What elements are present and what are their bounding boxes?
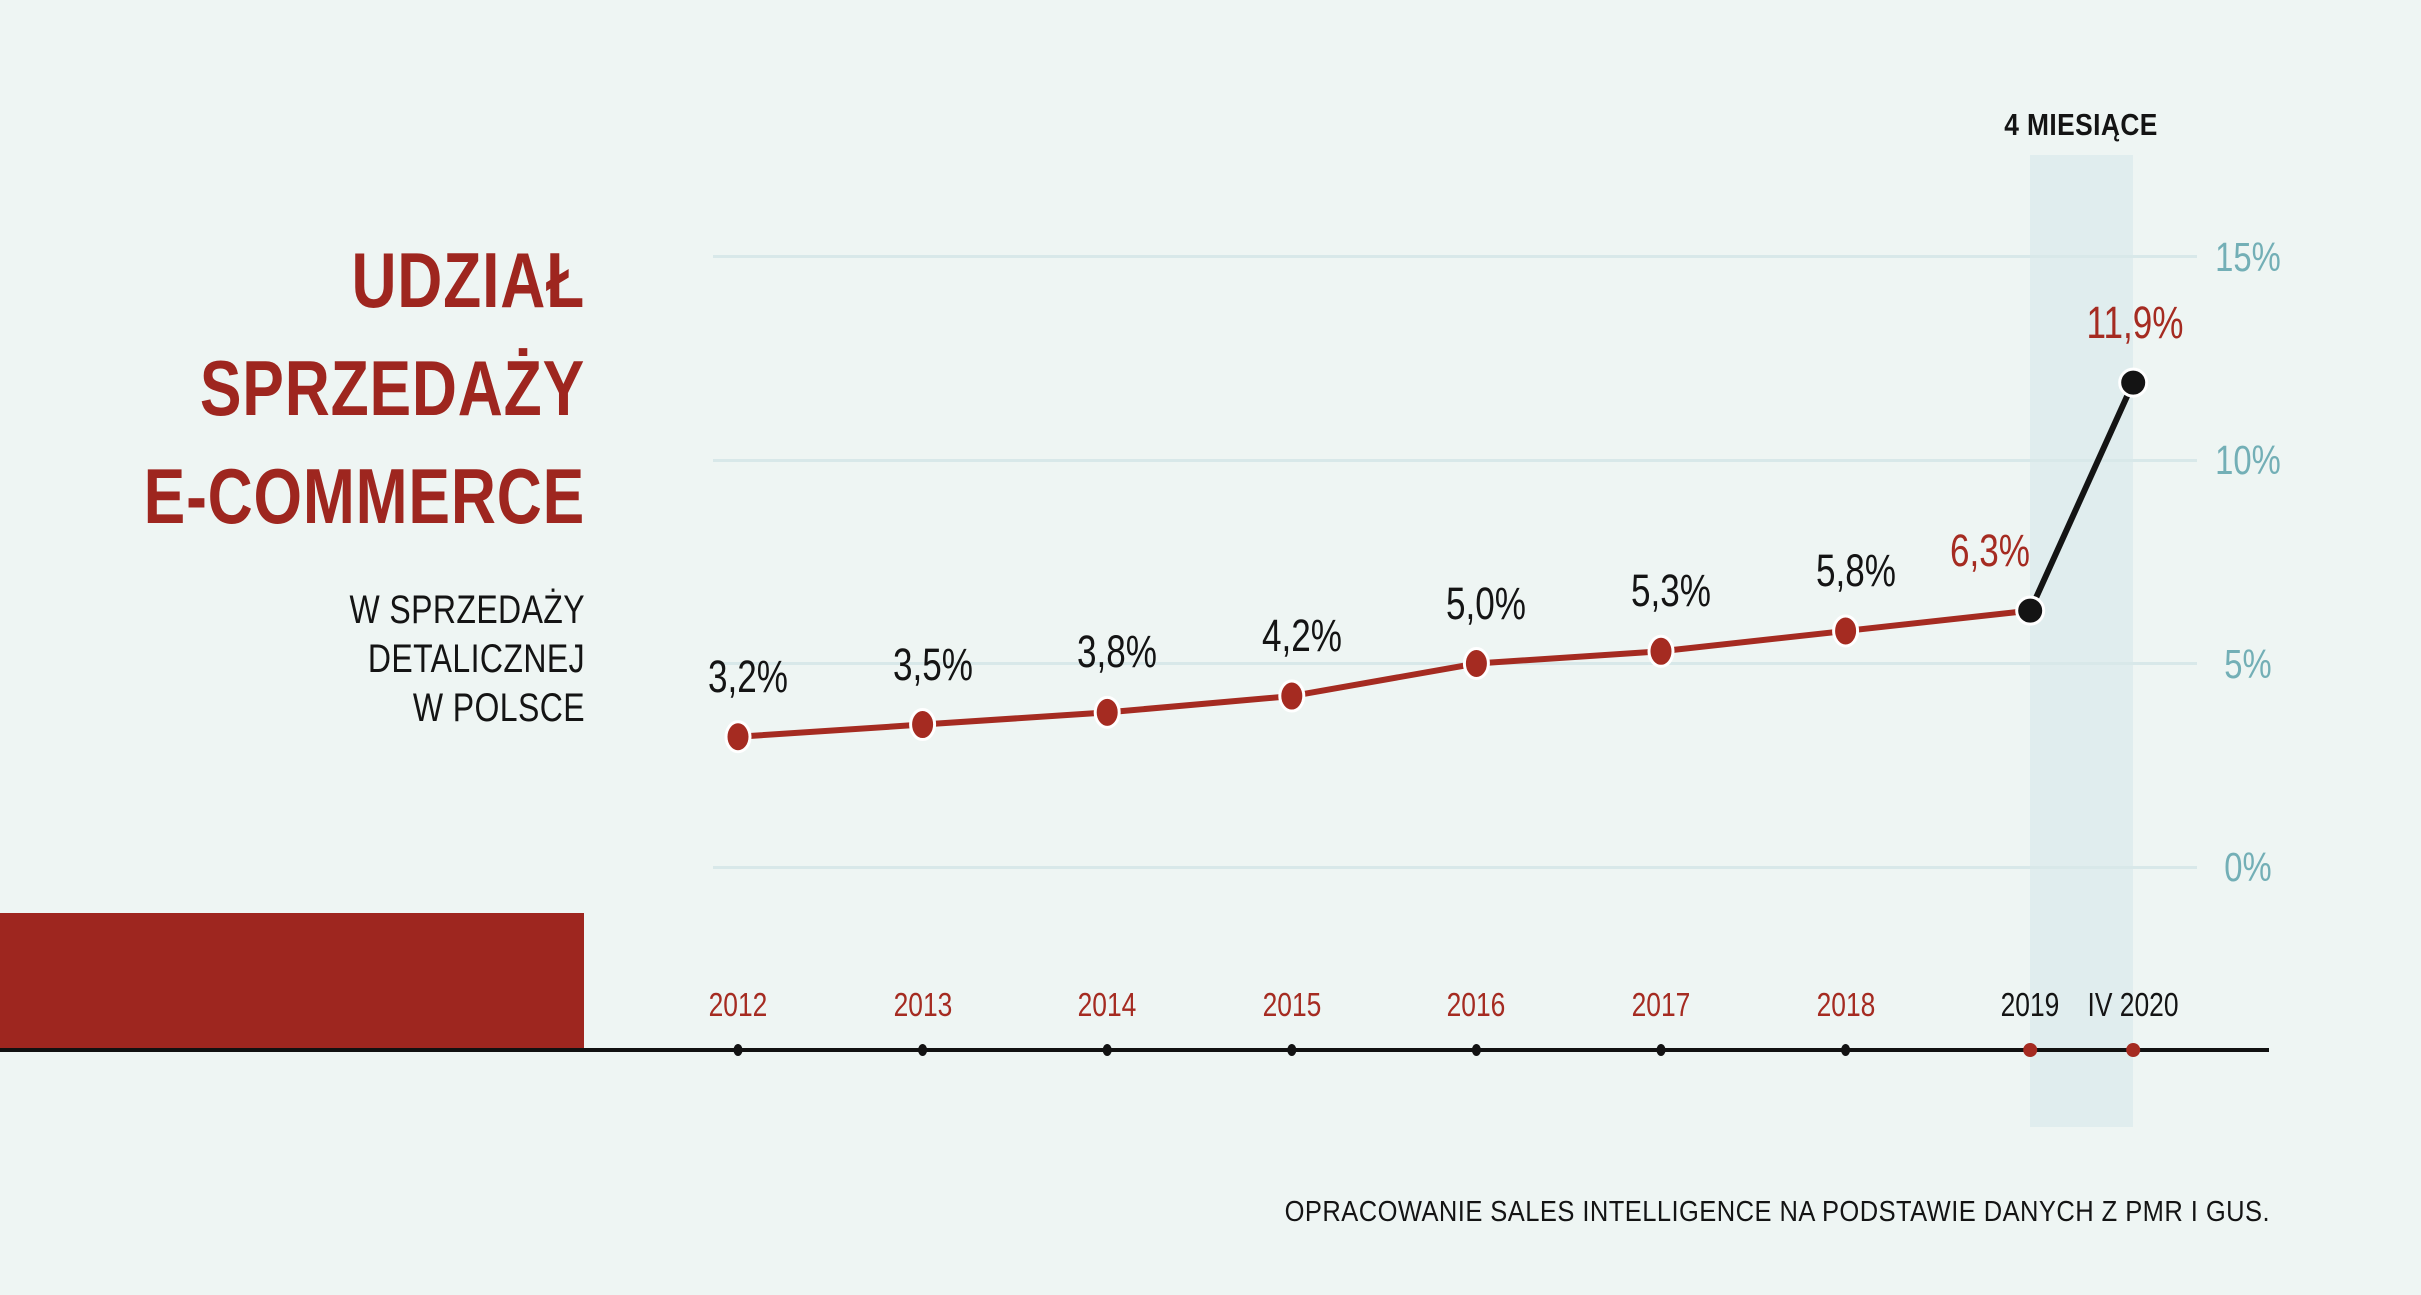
x-axis-label-IV 2020: IV 2020 [2087, 986, 2179, 1023]
data-point-label-2012: 3,2% [707, 650, 788, 702]
x-axis-label-2015: 2015 [1262, 986, 1322, 1023]
data-point-2013 [909, 708, 937, 742]
data-point-2019 [2015, 595, 2046, 626]
highlight-band [2030, 155, 2134, 1127]
data-point-2017 [1647, 634, 1675, 668]
chart-title-line-1: UDZIAŁ [351, 236, 585, 324]
axis-dot-2017 [1656, 1044, 1666, 1056]
data-point-2018 [1832, 614, 1860, 648]
red-accent-block [0, 913, 584, 1048]
x-axis-label-2017: 2017 [1631, 986, 1691, 1023]
chart-subtitle-line-2: DETALICZNEJ [367, 637, 585, 681]
x-axis-label-2019: 2019 [2000, 986, 2060, 1023]
data-point-2016 [1462, 647, 1490, 680]
data-point-2014 [1093, 695, 1121, 729]
band-annotation-label: 4 MIESIĄCE [2004, 107, 2158, 142]
axis-dot-2016 [1471, 1044, 1481, 1056]
chart-title: UDZIAŁ SPRZEDAŻY E-COMMERCE [0, 226, 585, 550]
chart-title-line-2: SPRZEDAŻY [199, 344, 585, 432]
data-point-label-IV 2020: 11,9% [2086, 296, 2184, 348]
trend-line-2012-2019 [737, 607, 2031, 740]
y-tick-label-15%: 15% [2215, 233, 2281, 280]
chart-title-line-3: E-COMMERCE [143, 452, 585, 540]
axis-dot-2018 [1841, 1044, 1851, 1056]
axis-dot-2019 [2023, 1043, 2038, 1057]
data-point-label-2015: 4,2% [1261, 610, 1342, 662]
x-axis-label-2014: 2014 [1077, 986, 1137, 1023]
data-point-label-2014: 3,8% [1077, 626, 1158, 678]
chart-subtitle: W SPRZEDAŻY DETALICZNEJ W POLSCE [0, 586, 585, 733]
axis-dot-2015 [1287, 1044, 1297, 1056]
gridline-15% [713, 255, 2197, 258]
surge-line-2019-iv2020 [2027, 381, 2136, 612]
data-point-label-2013: 3,5% [892, 638, 973, 690]
axis-dot-2013 [918, 1044, 928, 1056]
gridline-10% [713, 458, 2197, 462]
data-point-2012 [724, 720, 752, 754]
chart-subtitle-line-3: W POLSCE [412, 686, 585, 730]
data-point-IV 2020 [2118, 367, 2149, 398]
data-point-label-2019: 6,3% [1950, 524, 2031, 576]
data-point-label-2016: 5,0% [1446, 577, 1527, 629]
axis-dot-2014 [1102, 1044, 1112, 1056]
y-tick-label-10%: 10% [2215, 437, 2281, 483]
data-point-label-2018: 5,8% [1815, 544, 1896, 596]
axis-dot-2012 [733, 1044, 743, 1056]
x-axis-label-2016: 2016 [1447, 986, 1506, 1023]
axis-dot-IV 2020 [2126, 1043, 2141, 1057]
gridline-0% [713, 865, 2197, 869]
data-point-2015 [1278, 679, 1306, 713]
x-axis-label-2013: 2013 [893, 986, 952, 1023]
x-axis-line [0, 1048, 2269, 1052]
source-attribution: OPRACOWANIE SALES INTELLIGENCE NA PODSTA… [1284, 1196, 2270, 1228]
x-axis-label-2012: 2012 [708, 986, 768, 1023]
chart-subtitle-line-1: W SPRZEDAŻY [349, 588, 585, 632]
gridline-5% [713, 662, 2197, 665]
data-point-label-2017: 5,3% [1630, 565, 1711, 617]
y-tick-label-5%: 5% [2224, 640, 2272, 687]
y-tick-label-0%: 0% [2224, 844, 2272, 890]
x-axis-label-2018: 2018 [1816, 986, 1875, 1023]
